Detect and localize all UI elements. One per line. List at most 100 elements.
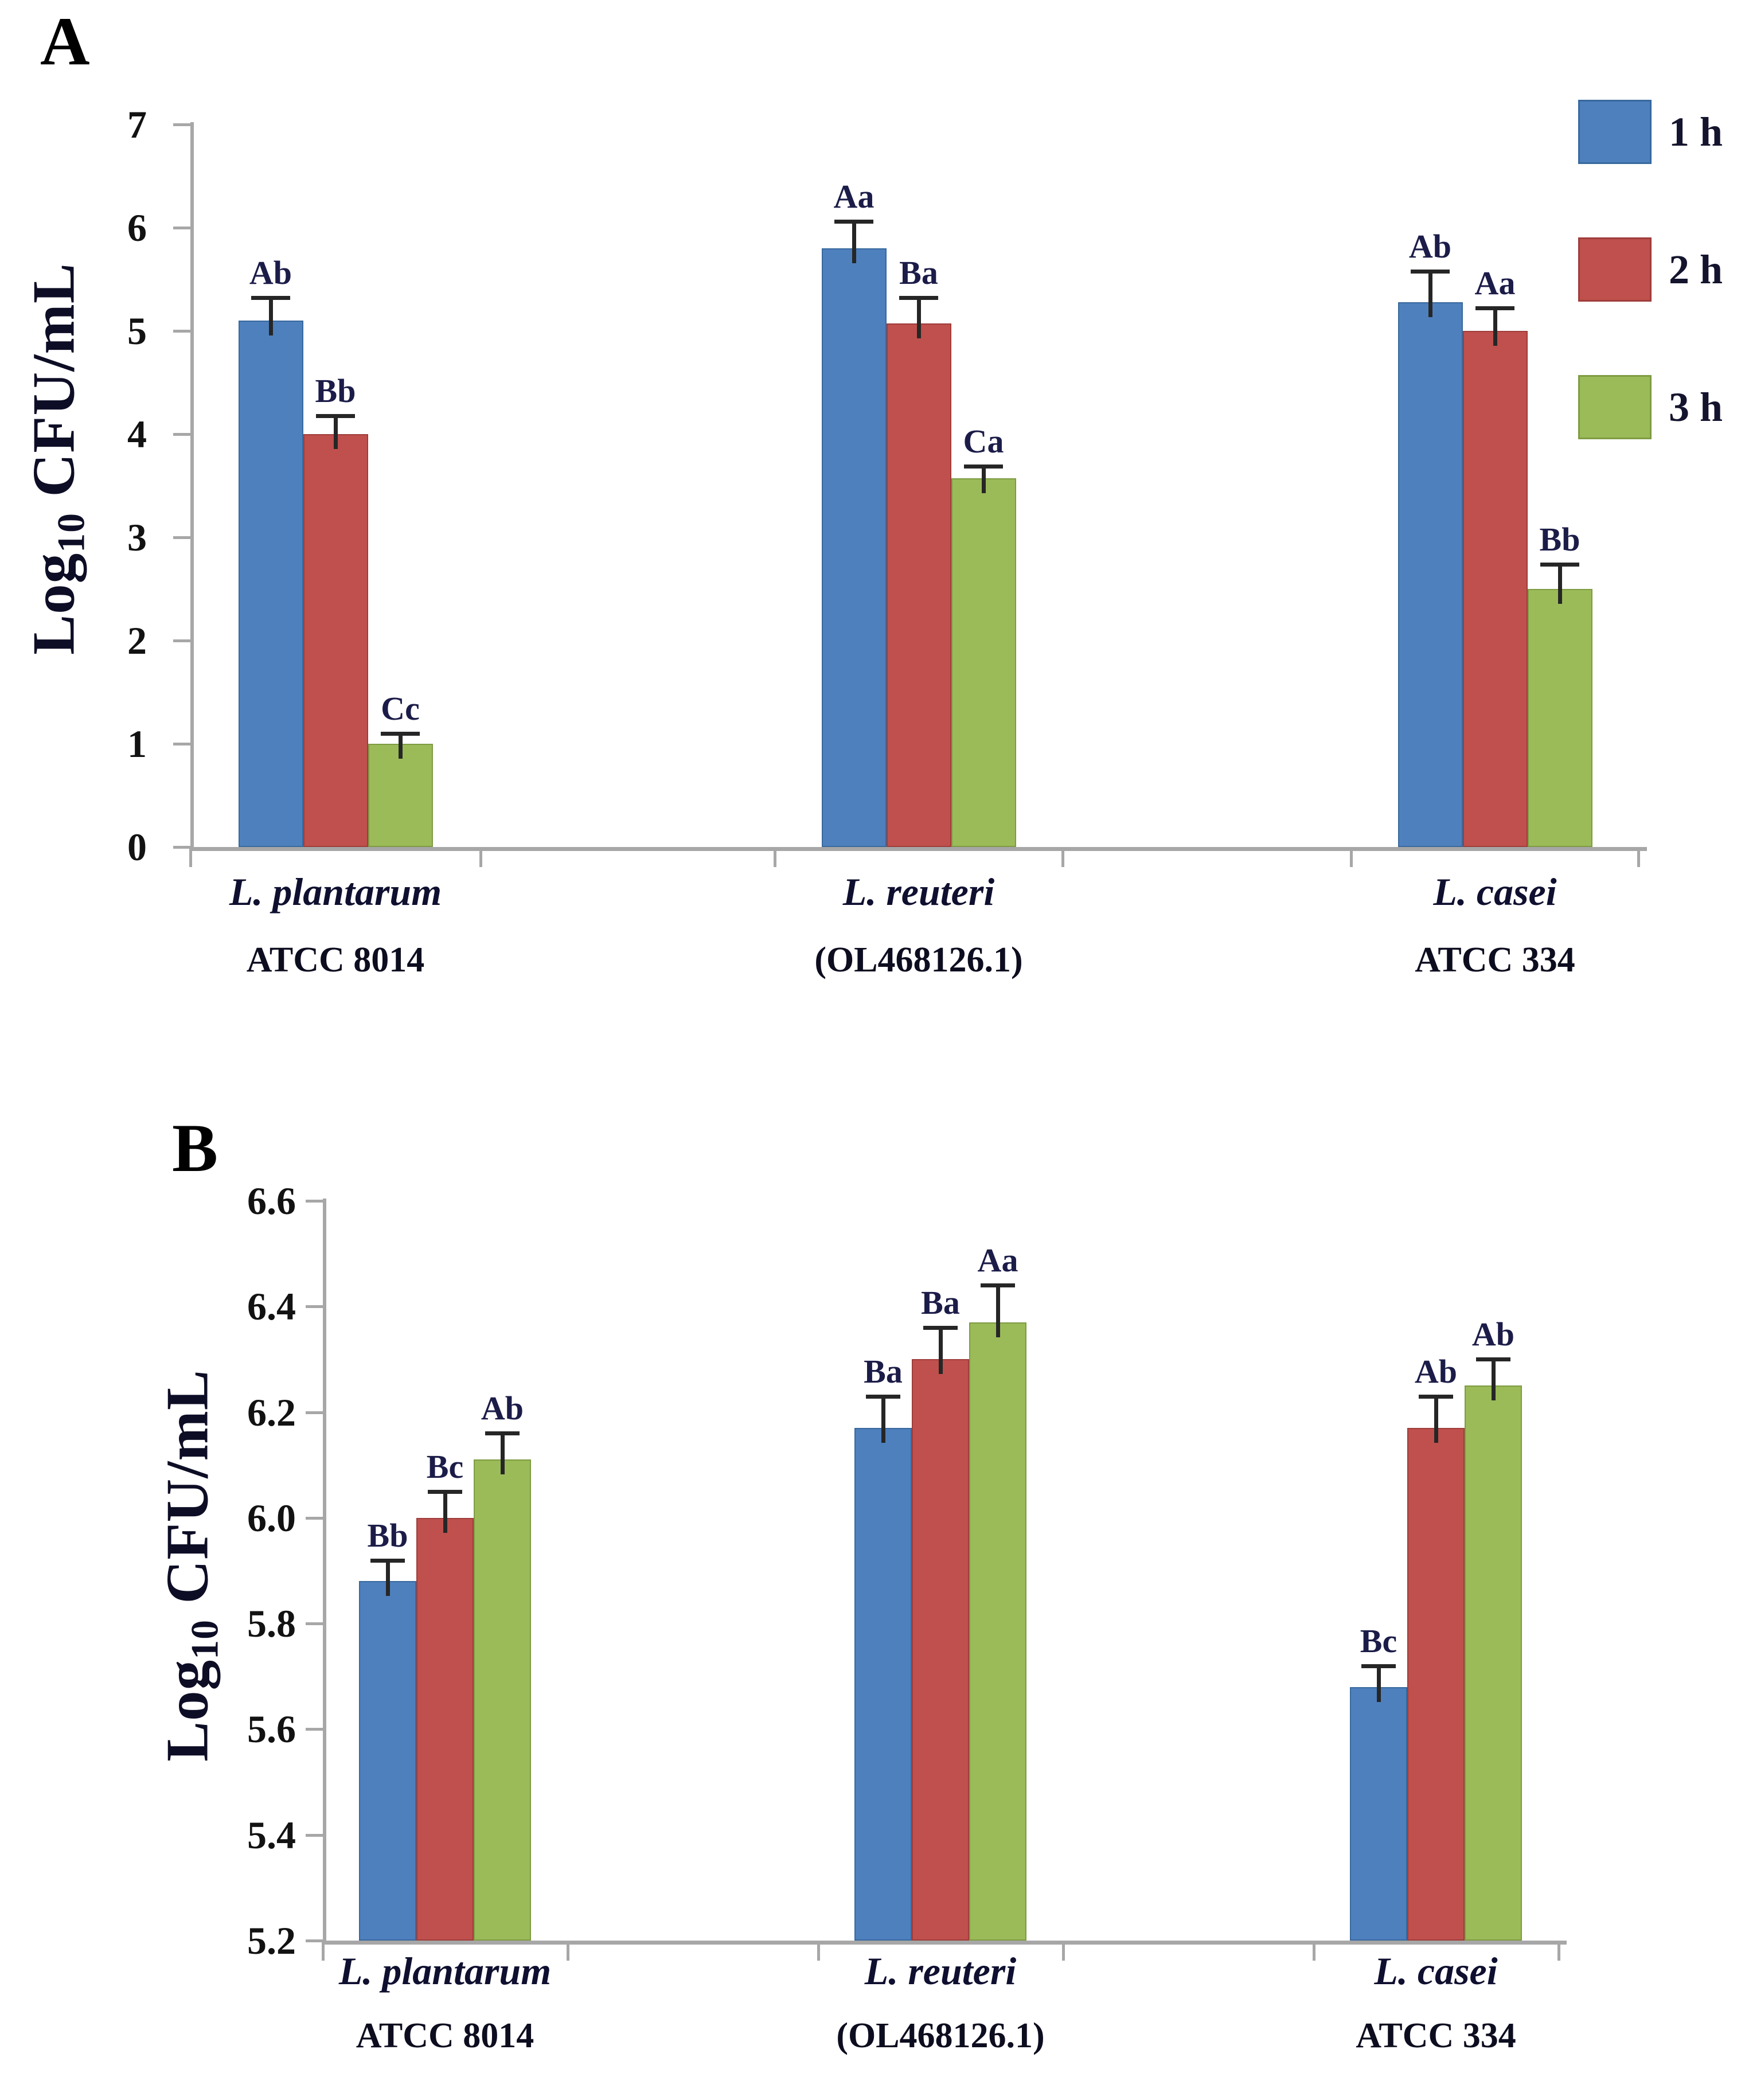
panel-a-y-tick — [173, 123, 190, 126]
panel-a-error-bar-cap — [1475, 306, 1514, 311]
panel-a-error-bar — [269, 298, 273, 335]
panel-a-y-tick — [173, 846, 190, 849]
panel-a-x-tick — [1350, 847, 1353, 867]
panel-a-category-strain: ATCC 334 — [1415, 940, 1575, 979]
panel-a-error-bar-cap — [834, 220, 873, 224]
panel-a-error-bar — [334, 415, 338, 449]
panel-a-sig-label: Cc — [381, 690, 420, 727]
panel-a-category-species: L. casei — [1433, 870, 1557, 914]
panel-a-x-tick — [1637, 847, 1640, 867]
panel-b-y-tick-label: 6.4 — [247, 1285, 296, 1329]
panel-b-letter: B — [172, 1110, 218, 1186]
panel-a-category-species: L. reuteri — [842, 870, 995, 914]
panel-a-sig-label: Ab — [249, 254, 292, 292]
panel-a-y-tick — [173, 227, 190, 229]
panel-b-y-tick-label: 6.6 — [247, 1178, 296, 1223]
panel-b-x-tick — [1062, 1941, 1065, 1961]
panel-a-y-tick-label: 4 — [127, 412, 147, 456]
panel-a-sig-label: Ba — [899, 254, 938, 292]
panel-b-error-bar — [1434, 1396, 1438, 1443]
panel-b-bar-1h-l-plantarum — [359, 1581, 416, 1941]
panel-b-y-tick — [306, 1833, 323, 1837]
panel-b-category-species: L. reuteri — [864, 1949, 1017, 1993]
panel-a-error-bar-cap — [251, 296, 290, 300]
panel-b-bar-3h-l-casei — [1465, 1385, 1522, 1941]
panel-b-y-tick-label: 5.4 — [247, 1813, 296, 1857]
panel-b-y-tick-label: 6.2 — [247, 1390, 296, 1434]
panel-a-error-bar-cap — [899, 296, 938, 300]
panel-b-bar-1h-l-reuteri — [854, 1428, 912, 1941]
panel-b-x-tick — [817, 1941, 820, 1961]
panel-a-sig-label: Aa — [833, 178, 875, 216]
panel-a-bar-2h-l-plantarum — [303, 434, 368, 847]
panel-a-sig-label: Ca — [963, 422, 1004, 460]
legend-label-2h: 2 h — [1669, 247, 1723, 292]
panel-a-y-tick — [173, 639, 190, 642]
panel-a-error-bar — [1558, 564, 1562, 604]
panel-b-y-tick-label: 5.2 — [247, 1919, 296, 1962]
panel-b-error-bar-cap — [981, 1283, 1015, 1288]
panel-b-error-bar-cap — [428, 1489, 462, 1494]
panel-b-error-bar — [939, 1328, 943, 1375]
panel-a-error-bar — [852, 221, 856, 263]
panel-a-sig-label: Bb — [315, 372, 356, 409]
panel-b-y-tick — [306, 1622, 323, 1626]
panel-b-sig-label: Aa — [977, 1242, 1018, 1279]
panel-b-category-strain: ATCC 8014 — [356, 2016, 534, 2055]
panel-b-error-bar-cap — [866, 1394, 900, 1399]
panel-a-error-bar-cap — [1411, 269, 1450, 274]
panel-a-error-bar-cap — [316, 413, 355, 418]
panel-b-category-species: L. casei — [1374, 1949, 1498, 1993]
panel-b-y-tick — [306, 1516, 323, 1520]
panel-b-bar-1h-l-casei — [1350, 1687, 1407, 1941]
panel-a-bar-1h-l-reuteri — [821, 248, 887, 847]
panel-a-sig-label: Ab — [1408, 227, 1452, 265]
panel-b-x-tick — [1557, 1941, 1560, 1961]
panel-b: B — [0, 1050, 1745, 2100]
panel-b-error-bar-cap — [1419, 1394, 1453, 1399]
panel-a-x-tick — [189, 847, 192, 867]
panel-b-category-strain: (OL468126.1) — [836, 2016, 1045, 2055]
panel-b-error-bar — [996, 1285, 1000, 1337]
panel-b-bar-2h-l-reuteri — [912, 1359, 969, 1941]
panel-b-sig-label: Ab — [1414, 1352, 1458, 1390]
panel-b-y-tick-label: 5.8 — [247, 1602, 296, 1646]
legend-swatch-3h — [1578, 375, 1652, 439]
panel-b-error-bar — [1377, 1665, 1381, 1702]
panel-a-x-tick — [479, 847, 482, 867]
panel-b-bar-2h-l-plantarum — [416, 1517, 474, 1941]
panel-a-error-bar — [982, 466, 986, 494]
legend-label-3h: 3 h — [1669, 384, 1723, 430]
panel-b-error-bar — [1492, 1359, 1496, 1401]
panel-b-bar-3h-l-reuteri — [969, 1322, 1026, 1941]
panel-b-error-bar — [443, 1491, 447, 1533]
panel-b-sig-label: Bc — [1360, 1622, 1397, 1660]
panel-a-error-bar — [1428, 271, 1432, 317]
panel-b-y-tick — [306, 1939, 323, 1942]
panel-a-y-tick-label: 6 — [127, 206, 147, 249]
panel-b-error-bar-cap — [1476, 1357, 1510, 1362]
panel-b-x-tick — [322, 1941, 325, 1961]
panel-b-x-axis — [323, 1941, 1567, 1945]
panel-a-error-bar-cap — [964, 464, 1003, 469]
panel-a-y-tick — [173, 330, 190, 333]
panel-a-y-tick-label: 7 — [127, 103, 147, 146]
panel-b-y-tick — [306, 1411, 323, 1414]
panel-a-bar-1h-l-casei — [1397, 302, 1463, 847]
panel-b-y-tick — [306, 1728, 323, 1731]
panel-a-y-axis — [190, 122, 194, 850]
panel-b-sig-label: Ba — [921, 1284, 960, 1322]
panel-a-sig-label: Bb — [1539, 520, 1580, 558]
panel-b-error-bar-cap — [1361, 1664, 1396, 1668]
panel-a-x-tick — [1061, 847, 1064, 867]
panel-a-error-bar-cap — [1540, 562, 1579, 567]
panel-a-error-bar — [917, 298, 921, 339]
panel-a-y-tick-label: 3 — [127, 516, 147, 559]
panel-a-sig-label: Aa — [1474, 264, 1516, 302]
legend-swatch-1h — [1578, 100, 1652, 164]
panel-b-y-axis — [323, 1199, 326, 1944]
panel-b-error-bar — [386, 1560, 390, 1597]
legend-label-1h: 1 h — [1669, 109, 1723, 155]
panel-b-error-bar-cap — [923, 1326, 958, 1330]
panel-b-y-tick-label: 6.0 — [247, 1496, 296, 1540]
